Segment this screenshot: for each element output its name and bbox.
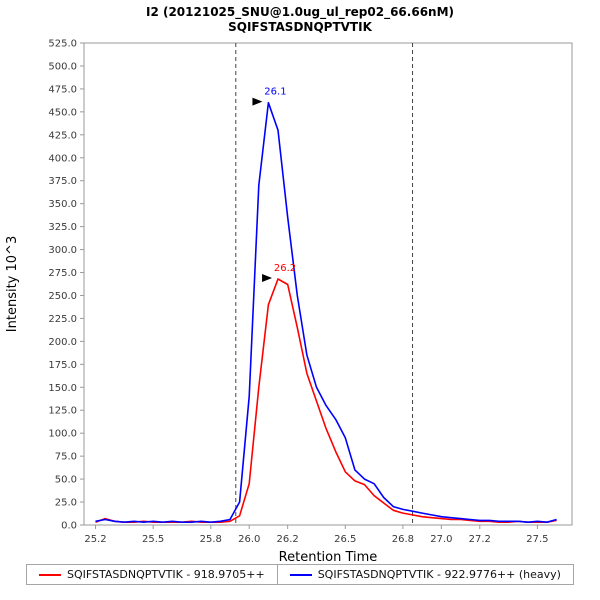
x-axis-title: Retention Time xyxy=(279,550,378,563)
chart-title-block: I2 (20121025_SNU@1.0ug_ul_rep02_66.66nM)… xyxy=(0,0,600,35)
y-tick-label: 475.0 xyxy=(48,84,77,95)
plot-frame xyxy=(83,42,573,526)
x-tick-label: 26.2 xyxy=(277,534,299,545)
chromatogram-trace-1[interactable] xyxy=(95,101,557,524)
legend-line-red xyxy=(39,573,62,576)
y-tick-label: 25.0 xyxy=(55,498,77,509)
x-tick-label: 27.2 xyxy=(469,534,491,545)
x-tick-label: 25.5 xyxy=(142,534,164,545)
x-tick-label: 25.2 xyxy=(84,534,106,545)
y-tick-label: 175.0 xyxy=(48,360,77,371)
peak-arrow-icon xyxy=(252,97,263,106)
y-axis-title: Intensity 10^3 xyxy=(5,236,20,332)
y-tick-label: 50.0 xyxy=(55,475,77,486)
y-tick-label: 0.0 xyxy=(61,521,77,532)
y-tick-label: 525.0 xyxy=(48,39,77,50)
y-tick-label: 350.0 xyxy=(48,199,77,210)
x-tick-label: 26.8 xyxy=(392,534,414,545)
y-tick-label: 300.0 xyxy=(48,245,77,256)
legend-label-heavy: SQIFSTASDNQPTVTIK - 922.9776++ (heavy) xyxy=(317,568,561,581)
chromatogram-trace-0[interactable] xyxy=(95,278,557,524)
legend-label-light: SQIFSTASDNQPTVTIK - 918.9705++ xyxy=(67,568,265,581)
peak-rt-annotation: 26.1 xyxy=(264,87,286,98)
y-tick-label: 500.0 xyxy=(48,61,77,72)
y-tick-label: 200.0 xyxy=(48,337,77,348)
y-tick-label: 425.0 xyxy=(48,130,77,141)
legend-item-light: SQIFSTASDNQPTVTIK - 918.9705++ xyxy=(26,564,278,585)
chart-title: I2 (20121025_SNU@1.0ug_ul_rep02_66.66nM) xyxy=(145,5,455,19)
legend: SQIFSTASDNQPTVTIK - 918.9705++ SQIFSTASD… xyxy=(0,564,600,585)
y-tick-label: 100.0 xyxy=(48,429,77,440)
y-tick-label: 75.0 xyxy=(55,452,77,463)
peak-arrow-icon xyxy=(262,273,273,282)
x-tick-label: 26.0 xyxy=(238,534,260,545)
x-tick-label: 25.8 xyxy=(200,534,222,545)
x-tick-label: 27.5 xyxy=(526,534,548,545)
y-tick-label: 450.0 xyxy=(48,107,77,118)
y-tick-label: 400.0 xyxy=(48,153,77,164)
legend-line-blue xyxy=(289,573,312,576)
y-tick-label: 275.0 xyxy=(48,268,77,279)
legend-item-heavy: SQIFSTASDNQPTVTIK - 922.9776++ (heavy) xyxy=(276,564,574,585)
peak-rt-annotation: 26.2 xyxy=(274,263,296,274)
y-tick-label: 225.0 xyxy=(48,314,77,325)
x-tick-label: 26.5 xyxy=(334,534,356,545)
chromatogram-plot[interactable]: 0.0 25.0 50.0 75.0 100.0 125.0 150.0 175.0 200.0… xyxy=(0,35,600,563)
chart-subtitle: SQIFSTASDNQPTVTIK xyxy=(228,20,372,34)
y-tick-label: 125.0 xyxy=(48,406,77,417)
y-tick-label: 150.0 xyxy=(48,383,77,394)
x-tick-label: 27.0 xyxy=(430,534,452,545)
y-tick-label: 375.0 xyxy=(48,176,77,187)
y-tick-label: 250.0 xyxy=(48,291,77,302)
y-tick-label: 325.0 xyxy=(48,222,77,233)
